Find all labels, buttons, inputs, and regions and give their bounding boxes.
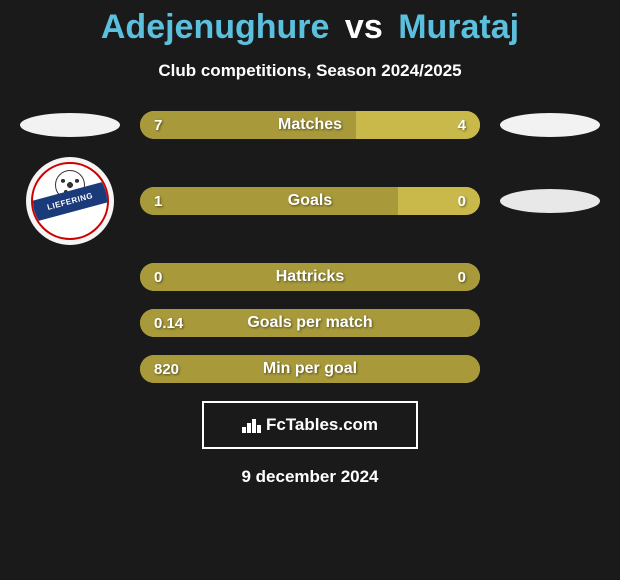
stat-value-left: 1 <box>154 187 162 215</box>
stat-row-matches: 7 Matches 4 <box>0 111 620 139</box>
stat-value-left: 0.14 <box>154 309 183 337</box>
date-text: 9 december 2024 <box>0 467 620 487</box>
player2-name: Murataj <box>398 8 519 46</box>
stat-value-left: 7 <box>154 111 162 139</box>
stat-value-right: 4 <box>458 111 466 139</box>
stat-bar: 820 Min per goal <box>140 355 480 383</box>
stat-value-right: 0 <box>458 187 466 215</box>
vs-text: vs <box>345 8 383 46</box>
stat-row-mpg: 820 Min per goal <box>0 355 620 383</box>
source-badge-text: FcTables.com <box>266 415 378 435</box>
title: Adejenughure vs Murataj <box>0 8 620 47</box>
stat-value-left: 0 <box>154 263 162 291</box>
stat-bar: 1 Goals 0 <box>140 187 480 215</box>
source-badge: FcTables.com <box>202 401 418 449</box>
player2-club-ellipse-2 <box>500 189 600 213</box>
player2-club-ellipse-1 <box>500 113 600 137</box>
chart-icon <box>242 417 262 433</box>
stat-row-goals: LIEFERING 1 Goals 0 <box>0 157 620 245</box>
subtitle: Club competitions, Season 2024/2025 <box>0 61 620 81</box>
stat-bar: 0.14 Goals per match <box>140 309 480 337</box>
stat-row-hattricks: 0 Hattricks 0 <box>0 263 620 291</box>
stat-bar: 0 Hattricks 0 <box>140 263 480 291</box>
club-logo-text: LIEFERING <box>46 191 94 212</box>
player1-club-logo: LIEFERING <box>26 157 114 245</box>
comparison-widget: Adejenughure vs Murataj Club competition… <box>0 0 620 487</box>
player1-name: Adejenughure <box>101 8 330 46</box>
stat-bar: 7 Matches 4 <box>140 111 480 139</box>
stat-row-gpm: 0.14 Goals per match <box>0 309 620 337</box>
player1-club-ellipse <box>20 113 120 137</box>
stat-value-left: 820 <box>154 355 179 383</box>
stat-value-right: 0 <box>458 263 466 291</box>
